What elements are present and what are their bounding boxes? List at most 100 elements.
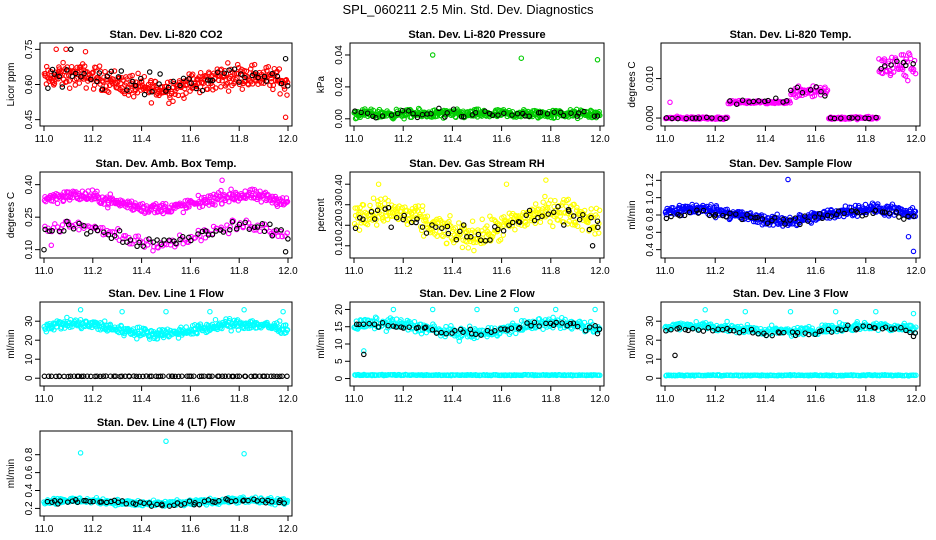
point-main bbox=[567, 213, 574, 220]
point-reference bbox=[366, 320, 372, 327]
point-main bbox=[180, 209, 187, 216]
point-baseline bbox=[814, 372, 820, 379]
point-main bbox=[266, 71, 272, 77]
x-tick-label: 11.8 bbox=[856, 394, 875, 405]
point-reference bbox=[764, 220, 771, 226]
point-main bbox=[429, 52, 436, 58]
x-tick-label: 11.2 bbox=[394, 394, 413, 405]
point-secondary bbox=[154, 244, 161, 250]
x-tick-label: 11.4 bbox=[132, 134, 151, 145]
point-secondary bbox=[131, 238, 137, 244]
point-reference bbox=[690, 325, 696, 332]
point-main bbox=[164, 79, 171, 86]
point-reference bbox=[555, 203, 561, 210]
point-reference bbox=[872, 207, 879, 214]
point-reference bbox=[202, 228, 209, 234]
y-tick-label: 0.40 bbox=[334, 174, 345, 194]
x-tick-label: 11.2 bbox=[83, 266, 102, 277]
y-tick-label: 0.60 bbox=[24, 74, 35, 94]
point-reference bbox=[195, 231, 201, 237]
point-baseline bbox=[172, 373, 178, 380]
point-reference bbox=[472, 109, 479, 116]
point-reference bbox=[574, 113, 580, 119]
point-reference bbox=[478, 332, 484, 338]
point-reference bbox=[439, 225, 445, 231]
point-reference bbox=[236, 221, 243, 228]
point-main bbox=[66, 78, 73, 84]
point-reference bbox=[672, 352, 678, 359]
point-main bbox=[367, 202, 373, 209]
point-reference bbox=[278, 227, 284, 233]
point-baseline bbox=[65, 373, 71, 380]
point-main bbox=[884, 67, 890, 74]
point-main bbox=[444, 240, 450, 247]
point-baseline bbox=[84, 373, 91, 379]
point-reference bbox=[400, 325, 407, 331]
x-tick-label: 11.6 bbox=[492, 266, 511, 277]
point-main bbox=[124, 76, 130, 82]
point-main bbox=[557, 213, 563, 219]
point-main bbox=[66, 85, 73, 91]
panel-title: Stan. Dev. Amb. Box Temp. bbox=[96, 158, 237, 170]
panel-title: Stan. Dev. Li-820 Temp. bbox=[730, 29, 852, 41]
point-reference bbox=[787, 217, 793, 223]
point-reference bbox=[252, 70, 259, 76]
point-reference bbox=[379, 320, 386, 326]
point-reference bbox=[406, 324, 412, 330]
point-reference bbox=[364, 110, 371, 116]
point-reference bbox=[261, 73, 268, 80]
point-main bbox=[597, 112, 603, 119]
point-main bbox=[354, 205, 360, 211]
point-reference bbox=[903, 62, 909, 69]
point-main bbox=[382, 195, 389, 202]
point-reference bbox=[561, 222, 567, 228]
point-reference bbox=[442, 114, 448, 120]
point-reference bbox=[81, 497, 87, 504]
point-reference bbox=[825, 326, 832, 333]
point-main bbox=[219, 200, 225, 207]
point-main bbox=[138, 87, 144, 93]
point-reference bbox=[727, 98, 733, 104]
point-reference bbox=[68, 46, 74, 53]
point-main bbox=[284, 497, 291, 504]
point-main bbox=[552, 197, 558, 204]
point-main bbox=[361, 348, 367, 354]
point-reference bbox=[514, 110, 521, 117]
point-reference bbox=[105, 231, 112, 238]
point-main bbox=[223, 70, 230, 77]
y-axis-label: ml/min bbox=[627, 200, 638, 229]
point-reference bbox=[188, 237, 194, 244]
point-reference bbox=[88, 76, 94, 83]
point-main bbox=[572, 222, 578, 228]
point-main bbox=[276, 318, 283, 324]
point-main bbox=[435, 224, 442, 230]
point-main bbox=[283, 77, 290, 83]
point-main bbox=[234, 61, 241, 68]
y-tick-label: 0.02 bbox=[334, 77, 345, 97]
point-reference bbox=[468, 234, 474, 240]
point-reference bbox=[896, 214, 902, 220]
data-points bbox=[41, 46, 291, 121]
point-main bbox=[257, 188, 263, 194]
point-baseline bbox=[373, 372, 380, 378]
x-tick-label: 11.0 bbox=[35, 394, 54, 405]
point-main bbox=[77, 450, 84, 456]
point-main bbox=[744, 321, 751, 328]
point-reference bbox=[163, 88, 169, 94]
point-reference bbox=[429, 327, 436, 333]
point-secondary bbox=[284, 230, 290, 236]
point-main bbox=[249, 186, 255, 193]
point-reference bbox=[773, 95, 779, 102]
point-reference bbox=[229, 219, 236, 225]
point-reference bbox=[127, 237, 134, 243]
point-main bbox=[134, 336, 140, 342]
point-reference bbox=[723, 214, 729, 220]
point-reference bbox=[824, 212, 831, 219]
point-reference bbox=[157, 71, 163, 77]
point-main bbox=[509, 222, 516, 229]
point-baseline bbox=[119, 373, 125, 379]
point-main bbox=[565, 196, 572, 203]
point-main bbox=[447, 223, 454, 229]
point-reference bbox=[506, 222, 512, 228]
